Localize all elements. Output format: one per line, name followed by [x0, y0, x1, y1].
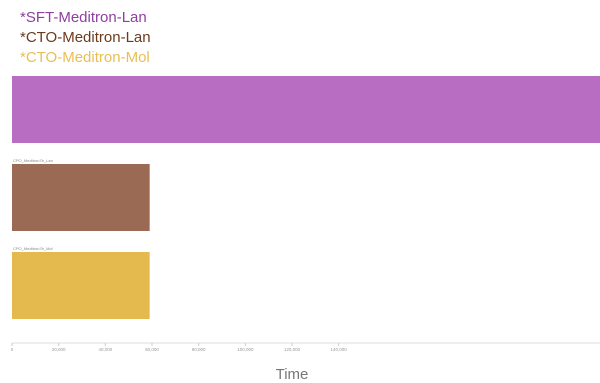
- x-tick-label: 60,000: [145, 347, 159, 352]
- x-tick-label: 140,000: [331, 347, 348, 352]
- x-tick-label: 120,000: [284, 347, 301, 352]
- x-tick-label: 20,000: [52, 347, 66, 352]
- x-tick-label: 40,000: [98, 347, 112, 352]
- bar-sft-meditron7b-lan: [12, 76, 600, 143]
- bar-label: CPO_Meditron7b_Mol: [13, 246, 53, 251]
- x-ticks-group: 0 20,000 40,000 60,000 80,000 100,000 120,000 1…: [11, 343, 348, 352]
- x-axis-title: Time: [275, 366, 309, 383]
- bar-cpo-meditron7b-mol: [12, 252, 150, 319]
- x-tick-label: 80,000: [192, 347, 206, 352]
- bar-cpo-meditron7b-lan: [12, 164, 150, 231]
- bars-group: CPO_Meditron7b_Lan CPO_Meditron7b_Mol: [12, 76, 600, 319]
- legend-item-sft-lan: *SFT-Meditron-Lan: [20, 9, 147, 26]
- legend-item-cto-mol: *CTO-Meditron-Mol: [20, 49, 150, 66]
- bar-label: CPO_Meditron7b_Lan: [13, 158, 53, 163]
- legend-item-cto-lan: *CTO-Meditron-Lan: [20, 29, 151, 46]
- x-tick-label: 0: [11, 347, 14, 352]
- x-tick-label: 100,000: [237, 347, 254, 352]
- legend: *SFT-Meditron-Lan *CTO-Meditron-Lan *CTO…: [20, 8, 151, 68]
